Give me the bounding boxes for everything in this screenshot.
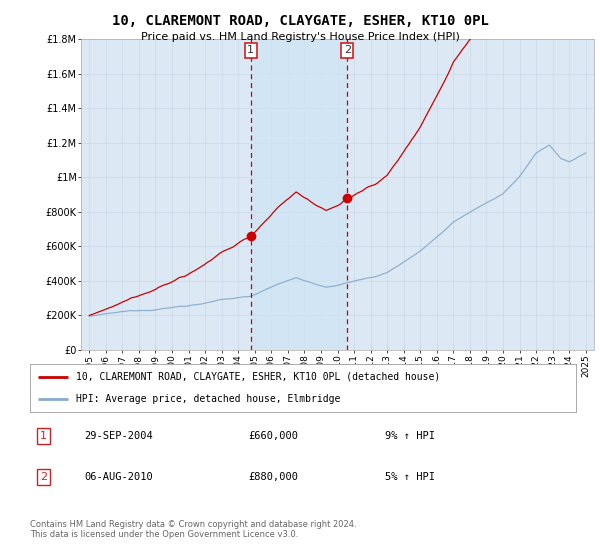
Text: £660,000: £660,000	[248, 431, 298, 441]
Text: Contains HM Land Registry data © Crown copyright and database right 2024.
This d: Contains HM Land Registry data © Crown c…	[30, 520, 356, 539]
Text: 5% ↑ HPI: 5% ↑ HPI	[385, 472, 435, 482]
Text: 29-SEP-2004: 29-SEP-2004	[85, 431, 154, 441]
Text: 2: 2	[40, 472, 47, 482]
Text: 1: 1	[40, 431, 47, 441]
Text: 2: 2	[344, 45, 351, 55]
Text: Price paid vs. HM Land Registry's House Price Index (HPI): Price paid vs. HM Land Registry's House …	[140, 32, 460, 42]
Text: 10, CLAREMONT ROAD, CLAYGATE, ESHER, KT10 0PL (detached house): 10, CLAREMONT ROAD, CLAYGATE, ESHER, KT1…	[76, 372, 440, 382]
Text: 9% ↑ HPI: 9% ↑ HPI	[385, 431, 435, 441]
Text: HPI: Average price, detached house, Elmbridge: HPI: Average price, detached house, Elmb…	[76, 394, 341, 404]
Bar	[251, 39, 347, 350]
Text: 06-AUG-2010: 06-AUG-2010	[85, 472, 154, 482]
Text: 10, CLAREMONT ROAD, CLAYGATE, ESHER, KT10 0PL: 10, CLAREMONT ROAD, CLAYGATE, ESHER, KT1…	[112, 14, 488, 28]
Text: 1: 1	[247, 45, 254, 55]
Text: £880,000: £880,000	[248, 472, 298, 482]
